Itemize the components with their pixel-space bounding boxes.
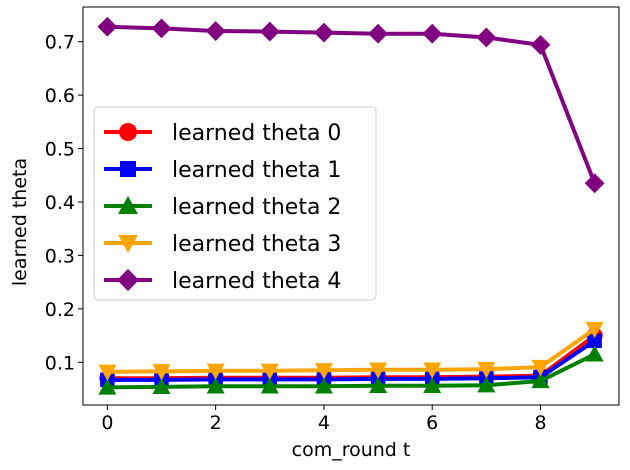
series-line xyxy=(105,24,597,186)
legend-item: learned theta 1 xyxy=(104,158,341,183)
legend-label: learned theta 0 xyxy=(172,121,341,146)
y-tick-label: 0.5 xyxy=(45,139,75,161)
legend-item: learned theta 3 xyxy=(104,232,341,257)
series-4 xyxy=(97,16,605,194)
data-point xyxy=(423,376,442,393)
data-point xyxy=(530,35,551,55)
legend-item: learned theta 0 xyxy=(104,121,341,146)
data-point xyxy=(152,364,171,381)
data-point xyxy=(152,377,171,395)
data-point xyxy=(584,173,605,194)
data-point xyxy=(260,363,279,380)
legend-item: learned theta 2 xyxy=(104,195,341,220)
x-tick-label: 6 xyxy=(426,412,438,434)
data-point xyxy=(422,23,443,44)
data-point xyxy=(205,21,226,41)
data-point xyxy=(259,21,280,42)
y-axis-label: learned theta xyxy=(9,158,31,286)
data-point xyxy=(98,364,117,381)
data-point xyxy=(531,359,550,377)
legend: learned theta 0 learned theta 1 learned th… xyxy=(93,106,377,301)
data-point xyxy=(206,363,225,380)
series-2 xyxy=(98,345,604,395)
legend-box xyxy=(93,106,377,301)
data-point xyxy=(477,376,496,393)
y-tick-label: 0.4 xyxy=(45,192,75,214)
series-3 xyxy=(98,321,604,381)
data-point xyxy=(369,362,388,379)
data-point xyxy=(369,376,388,393)
data-point xyxy=(314,363,333,380)
data-point xyxy=(368,23,388,44)
data-point xyxy=(477,362,496,379)
data-point xyxy=(585,345,604,362)
series-line xyxy=(105,338,597,382)
x-tick-label: 8 xyxy=(534,412,546,434)
data-point xyxy=(476,27,497,48)
data-point xyxy=(98,378,117,395)
axes-layer: 0 2 4 6 8 0.1 0.2 0.3 0.4 0.5 0.6 0.7 xyxy=(45,6,620,434)
legend-marker xyxy=(117,269,139,291)
data-point xyxy=(206,377,225,394)
legend-label: learned theta 4 xyxy=(172,269,341,294)
data-point xyxy=(97,16,118,37)
legend-marker xyxy=(120,161,136,177)
legend-item: learned theta 4 xyxy=(104,269,341,294)
y-tick-label: 0.3 xyxy=(45,245,75,267)
y-tick-label: 0.1 xyxy=(45,352,75,374)
series-line xyxy=(105,327,597,374)
x-axis-label: com_round t xyxy=(292,439,411,461)
legend-label: learned theta 3 xyxy=(172,232,341,257)
legend-marker xyxy=(118,235,138,253)
data-point xyxy=(423,362,442,379)
y-tick-label: 0.7 xyxy=(45,32,75,54)
x-tick-label: 4 xyxy=(318,412,330,434)
series-line xyxy=(105,352,597,390)
legend-marker xyxy=(119,123,137,141)
data-point xyxy=(531,371,550,389)
data-point xyxy=(314,377,333,394)
legend-marker xyxy=(118,196,138,214)
legend-label: learned theta 1 xyxy=(172,158,341,183)
series-1 xyxy=(100,333,602,388)
x-tick-label: 0 xyxy=(101,412,113,434)
data-point xyxy=(314,22,334,43)
data-point xyxy=(585,321,604,339)
y-tick-label: 0.2 xyxy=(45,299,75,321)
data-point xyxy=(151,18,172,39)
data-point xyxy=(260,377,279,394)
legend-label: learned theta 2 xyxy=(172,195,341,220)
axes-frame xyxy=(82,6,620,406)
series-layer xyxy=(97,16,605,395)
y-tick-label: 0.6 xyxy=(45,85,75,107)
data-point xyxy=(587,333,602,349)
x-tick-label: 2 xyxy=(210,412,222,434)
